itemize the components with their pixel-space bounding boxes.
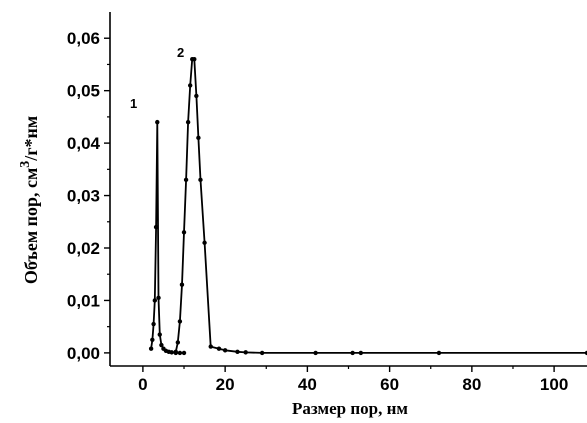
data-point-series-2 (173, 349, 178, 355)
ticks: 0 20 40 60 80 100 0,00 0,01 0,02 0,03 0,04 0,05 0,06 (67, 29, 568, 394)
data-point-series-2 (177, 319, 183, 324)
data-point-series-2 (175, 340, 181, 345)
data-point-series-2 (179, 282, 185, 287)
data-point-series-2 (202, 240, 207, 245)
y-tick-label: 0,06 (67, 29, 100, 48)
series-line-1 (150, 121, 184, 354)
series-label-2: 2 (177, 45, 184, 60)
data-point-series-2 (181, 230, 187, 235)
data-point-series-2 (350, 350, 355, 356)
data-point-series-1 (181, 350, 187, 356)
x-tick-label: 20 (216, 375, 235, 394)
y-tick-label: 0,02 (67, 239, 100, 258)
data-point-series-1 (177, 350, 183, 356)
series-label-1: 1 (130, 96, 137, 111)
data-point-series-2 (192, 57, 197, 62)
data-point-series-2 (194, 93, 199, 99)
x-tick-label: 100 (540, 375, 568, 394)
series-line-2 (174, 58, 587, 354)
x-tick-label: 40 (298, 375, 317, 394)
data-point-series-1 (169, 350, 174, 355)
data-point-series-1 (152, 298, 158, 303)
curve-labels: 12 (130, 45, 184, 111)
data-point-series-1 (155, 119, 160, 125)
data-point-series-2 (185, 119, 191, 125)
y-tick-label: 0,04 (67, 134, 101, 153)
x-tick-label: 0 (138, 375, 147, 394)
data-point-series-1 (148, 346, 154, 351)
data-point-series-2 (198, 177, 203, 183)
data-point-series-1 (156, 295, 161, 301)
data-point-series-1 (151, 321, 156, 327)
x-axis-title: Размер пор, нм (292, 399, 408, 418)
data-point-series-2 (436, 350, 442, 356)
data-point-series-2 (243, 350, 248, 355)
y-axis-title-superscript: 3 (18, 161, 33, 168)
y-axis-title-main: Объем пор, см (21, 168, 41, 284)
y-tick-label: 0,01 (67, 291, 100, 310)
data-point-series-2 (584, 350, 587, 356)
data-point-series-2 (358, 350, 364, 356)
data-point-series-2 (216, 346, 222, 351)
x-tick-label: 60 (380, 375, 399, 394)
data-point-series-1 (150, 337, 155, 342)
data-point-series-2 (208, 344, 213, 349)
data-point-series-2 (187, 83, 193, 88)
data-point-series-1 (153, 224, 159, 230)
data-point-series-2 (196, 135, 201, 141)
axes (109, 12, 587, 367)
data-point-series-2 (235, 349, 240, 355)
data-point-series-1 (157, 332, 162, 337)
data-point-series-2 (183, 177, 189, 183)
data-point-series-2 (259, 350, 265, 356)
y-axis-title-tail: /г*нм (21, 116, 41, 162)
data-point-series-2 (313, 350, 318, 356)
x-tick-label: 80 (462, 375, 481, 394)
data-point-series-2 (222, 348, 228, 353)
y-axis-title: Объем пор, см3/г*нм (18, 116, 41, 284)
data-point-series-1 (159, 342, 164, 348)
series-layer (148, 57, 587, 356)
y-tick-label: 0,00 (67, 344, 100, 363)
y-tick-label: 0,05 (67, 82, 100, 101)
y-tick-label: 0,03 (67, 187, 100, 206)
